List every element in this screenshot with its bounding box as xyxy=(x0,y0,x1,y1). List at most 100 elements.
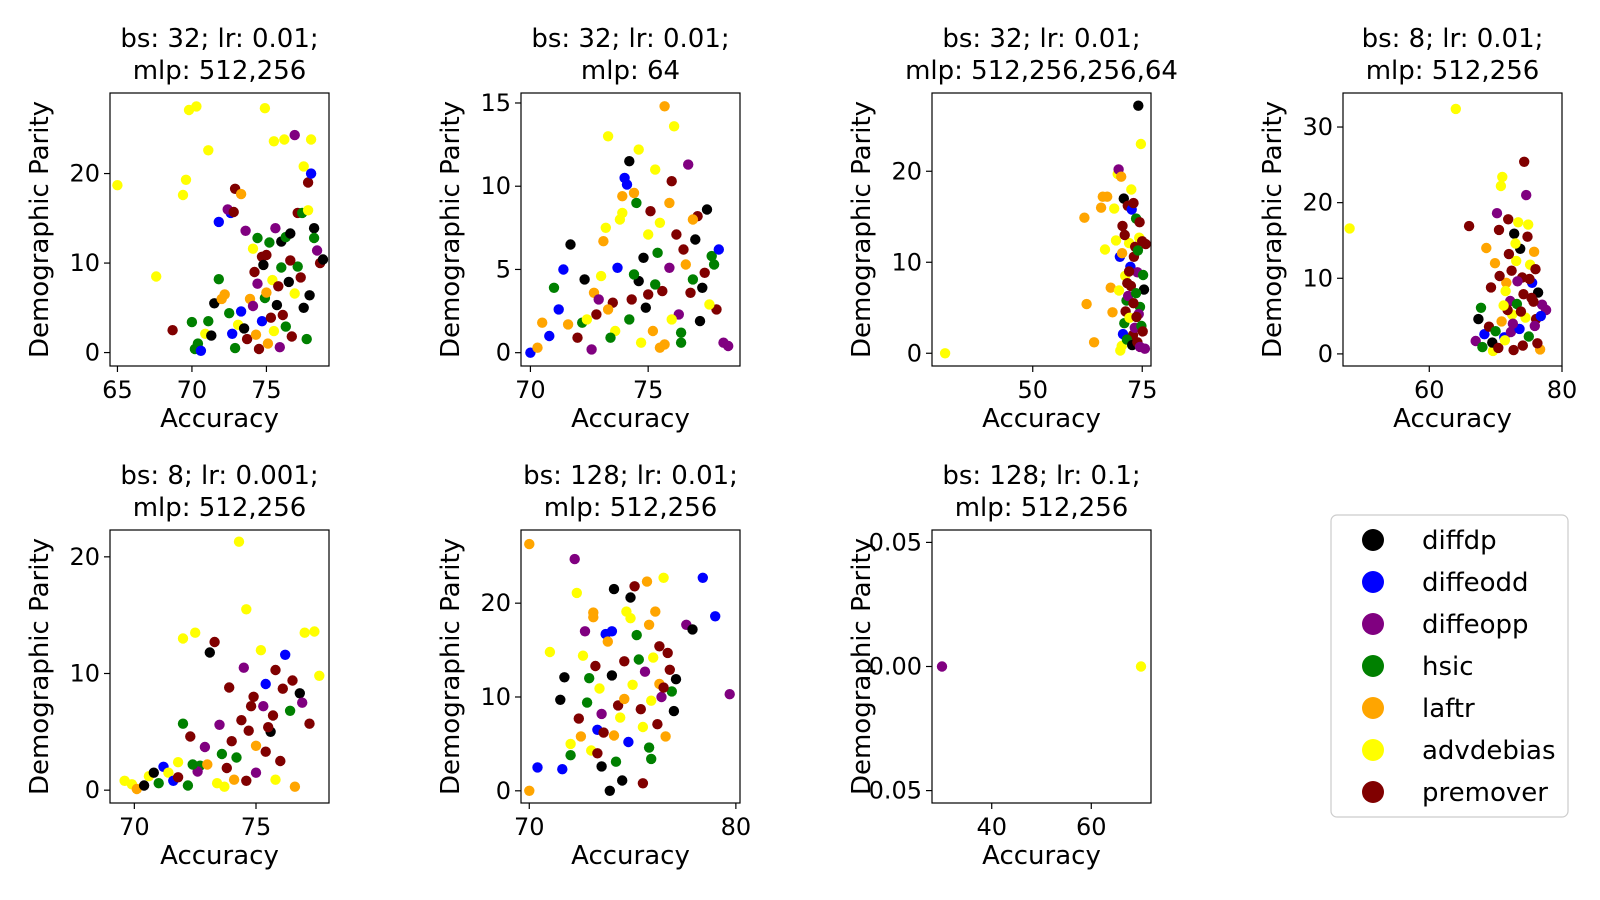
point-diffdp xyxy=(670,674,682,685)
point-advdebias xyxy=(650,164,661,175)
y-tick-label: 0.05 xyxy=(869,528,922,556)
point-premover xyxy=(591,309,602,320)
point-hsic xyxy=(675,337,687,348)
plot-frame xyxy=(109,92,330,367)
point-diffeopp xyxy=(252,278,263,289)
point-advdebias xyxy=(627,679,638,690)
y-tick-label: 0 xyxy=(1318,340,1333,368)
point-laftr xyxy=(608,730,620,741)
point-advdebias xyxy=(289,288,300,299)
point-premover xyxy=(671,229,682,240)
panel-4: bs: 8; lr: 0.01;mlp: 512,256 60 80 0 10 20 30 A… xyxy=(1258,24,1577,434)
point-diffdp xyxy=(668,705,680,717)
point-advdebias xyxy=(172,757,184,768)
point-diffeodd xyxy=(256,316,268,327)
point-advdebias xyxy=(668,121,680,132)
point-diffeodd xyxy=(606,626,618,637)
point-advdebias xyxy=(654,217,666,228)
point-diffdp xyxy=(625,592,636,603)
point-hsic xyxy=(186,316,198,328)
point-hsic xyxy=(708,259,720,270)
y-tick-label: 20 xyxy=(480,589,511,617)
y-tick-label: 20 xyxy=(1302,189,1333,217)
point-hsic xyxy=(610,756,622,767)
panel-title-line: mlp: 512,256 xyxy=(133,56,307,86)
point-diffdp xyxy=(697,282,708,293)
y-tick-label: 10 xyxy=(1302,264,1333,292)
x-tick-label: 80 xyxy=(1547,376,1578,404)
point-advdebias xyxy=(1344,223,1355,234)
x-tick-label: 75 xyxy=(241,813,272,841)
point-advdebias xyxy=(190,627,201,638)
point-diffeopp xyxy=(579,626,591,637)
point-diffeodd xyxy=(621,179,633,190)
point-premover xyxy=(224,682,235,693)
point-premover xyxy=(1128,197,1139,209)
point-laftr xyxy=(532,342,543,353)
point-hsic xyxy=(252,232,263,244)
point-premover xyxy=(172,772,184,783)
point-diffeopp xyxy=(586,344,597,355)
legend-marker xyxy=(1362,529,1384,551)
panel-1: bs: 32; lr: 0.01;mlp: 512,256 65 70 75 0 10 20… xyxy=(25,24,330,434)
point-premover xyxy=(645,206,656,217)
point-diffeopp xyxy=(596,708,607,720)
point-premover xyxy=(260,746,271,757)
legend-marker xyxy=(1362,781,1384,803)
point-premover xyxy=(248,691,259,702)
point-diffdp xyxy=(608,583,620,595)
point-laftr xyxy=(617,191,628,202)
point-laftr xyxy=(562,319,574,330)
point-premover xyxy=(590,660,601,672)
y-tick-label: 0 xyxy=(85,339,100,367)
point-premover xyxy=(241,333,253,345)
point-diffdp xyxy=(690,234,701,245)
point-laftr xyxy=(228,774,240,785)
point-advdebias xyxy=(1523,219,1534,230)
legend-label: diffdp xyxy=(1422,526,1497,556)
point-hsic xyxy=(292,261,303,272)
point-premover xyxy=(267,710,279,721)
point-advdebias xyxy=(643,229,654,240)
point-advdebias xyxy=(581,314,593,325)
point-hsic xyxy=(1137,269,1149,281)
point-premover xyxy=(1518,289,1529,300)
point-diffeopp xyxy=(199,741,211,753)
point-advdebias xyxy=(615,712,626,723)
point-laftr xyxy=(654,342,666,353)
point-advdebias xyxy=(112,180,123,191)
point-diffeodd xyxy=(532,762,543,773)
point-advdebias xyxy=(1450,103,1462,115)
point-diffeopp xyxy=(1529,320,1541,332)
panel-title-line: bs: 8; lr: 0.01; xyxy=(1362,24,1544,54)
y-tick-label: 0 xyxy=(496,777,511,805)
point-laftr xyxy=(250,740,262,751)
point-laftr xyxy=(1095,202,1107,213)
point-diffeodd xyxy=(553,304,564,315)
point-diffeopp xyxy=(723,340,734,352)
point-diffeopp xyxy=(240,225,251,236)
point-diffdp xyxy=(285,228,296,239)
point-premover xyxy=(1137,326,1148,337)
point-premover xyxy=(243,725,254,736)
y-axis-label: Demographic Parity xyxy=(436,101,466,358)
point-diffeopp xyxy=(297,697,308,708)
point-advdebias xyxy=(247,243,259,254)
point-premover xyxy=(1493,342,1504,354)
point-diffeodd xyxy=(697,572,708,583)
x-tick-label: 80 xyxy=(721,813,752,841)
point-diffdp xyxy=(206,330,217,341)
point-premover xyxy=(273,281,284,292)
point-advdebias xyxy=(600,222,611,233)
point-hsic xyxy=(231,752,242,763)
point-laftr xyxy=(619,693,630,705)
point-hsic xyxy=(301,333,312,345)
points xyxy=(524,538,735,796)
point-diffeodd xyxy=(710,611,721,622)
point-diffeodd xyxy=(544,330,555,342)
point-premover xyxy=(592,748,603,759)
point-diffeopp xyxy=(1505,326,1517,338)
point-hsic xyxy=(565,750,576,761)
y-tick-label: 10 xyxy=(480,172,511,200)
